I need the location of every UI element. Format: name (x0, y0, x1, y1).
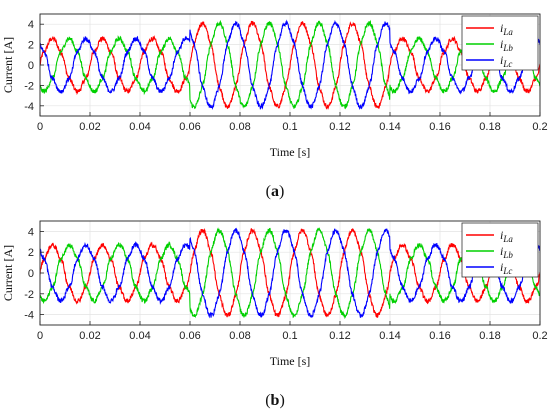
x-tick-label: 0.04 (129, 121, 150, 133)
y-tick-label: -4 (24, 310, 34, 322)
series-line-La (40, 227, 540, 318)
y-axis-label: Current [A] (1, 37, 15, 93)
x-tick-label: 0.12 (329, 330, 350, 342)
legend-box (461, 222, 539, 278)
legend-label-La: iLa (500, 228, 513, 244)
x-tick-label: 0.08 (229, 330, 250, 342)
y-tick-label: -2 (24, 80, 34, 92)
x-axis-label: Time [s] (270, 145, 311, 159)
y-tick-label: -2 (24, 289, 34, 301)
y-axis-label: Current [A] (1, 245, 15, 301)
legend-box (461, 15, 539, 71)
legend-label-Lb: iLb (500, 37, 513, 53)
x-tick-label: 0.14 (379, 330, 400, 342)
y-tick-label: -4 (24, 101, 34, 113)
x-tick-label: 0.2 (532, 121, 547, 133)
series-line-Lc (40, 19, 540, 110)
x-tick-label: 0.04 (129, 330, 150, 342)
legend-label-La: iLa (500, 21, 513, 37)
series-line-Lb (40, 227, 540, 320)
chart-panel-b: 0 0.02 0.04 0.06 0.08 0.1 0.12 0.14 0.16 0.18 0.2 -… (1, 220, 548, 409)
y-tick-label: 0 (28, 60, 34, 72)
chart-panel-a: 0 0.02 0.04 0.06 0.08 0.1 0.12 0.14 0.16 0.18 0.2 -… (1, 13, 548, 200)
x-tick-label: 0.18 (479, 330, 500, 342)
x-tick-label: 0.1 (282, 121, 297, 133)
x-tick-label: 0 (37, 330, 43, 342)
x-tick-label: 0.14 (379, 121, 400, 133)
series-line-La (40, 20, 540, 110)
x-tick-label: 0.16 (429, 330, 450, 342)
x-tick-label: 0.08 (229, 121, 250, 133)
y-tick-label: 2 (28, 40, 34, 52)
series-line-Lb (40, 19, 540, 110)
x-axis-label: Time [s] (270, 354, 311, 368)
x-tick-label: 0.2 (532, 330, 547, 342)
x-tick-label: 0.16 (429, 121, 450, 133)
x-tick-label: 0.06 (179, 330, 200, 342)
x-tick-label: 0.02 (79, 330, 100, 342)
x-tick-label: 0.12 (329, 121, 350, 133)
legend-label-Lc: iLc (500, 53, 512, 69)
x-tick-label: 0.18 (479, 121, 500, 133)
y-tick-label: 4 (28, 226, 34, 238)
panel-caption: (b) (265, 392, 285, 409)
series-line-Lc (40, 227, 540, 319)
legend-label-Lc: iLc (500, 260, 512, 276)
x-tick-label: 0.06 (179, 121, 200, 133)
x-tick-label: 0 (37, 121, 43, 133)
y-tick-label: 4 (28, 19, 34, 31)
panel-caption: (a) (266, 183, 285, 200)
legend-label-Lb: iLb (500, 244, 513, 260)
x-tick-label: 0.1 (282, 330, 297, 342)
y-tick-label: 2 (28, 247, 34, 259)
y-tick-label: 0 (28, 268, 34, 280)
x-tick-label: 0.02 (79, 121, 100, 133)
